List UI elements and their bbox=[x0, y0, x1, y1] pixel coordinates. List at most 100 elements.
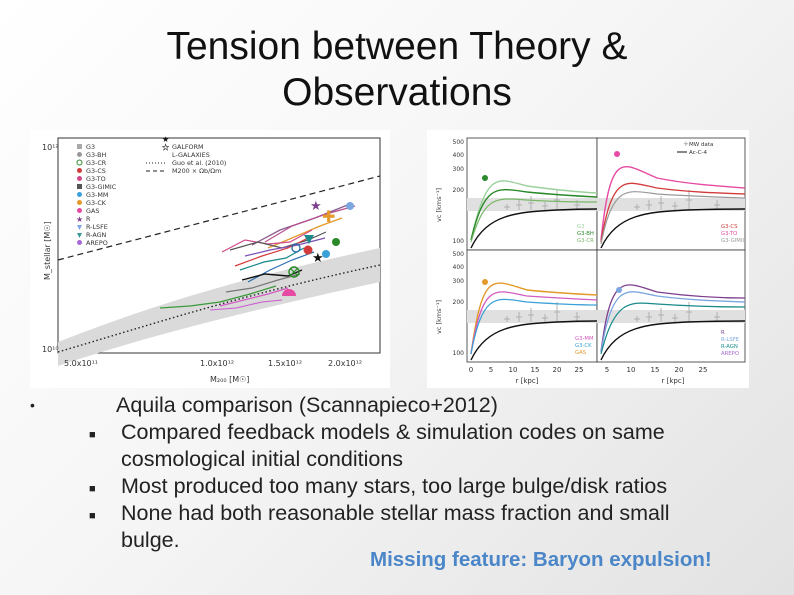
legend-code-6: G3-MM bbox=[86, 191, 108, 199]
abundance-matching-band bbox=[58, 248, 380, 366]
curve-tl-olive bbox=[470, 198, 598, 243]
stellar-mass-halo-mass-plot: ✚ ★ ★ G3 G3-BH G3-CR G3-CS G3-TO G3-GIMI… bbox=[30, 130, 390, 388]
baryon-fraction-line bbox=[57, 175, 381, 261]
curve-tr-grey bbox=[600, 191, 746, 245]
x-axis-label: M₂₀₀ [M☉] bbox=[210, 375, 249, 384]
marker-light-blue bbox=[346, 202, 354, 210]
rotation-curve-plots: + MW data Ac-C-4 G3 G3-BH G3-CR G3-CS G3… bbox=[427, 130, 749, 388]
x-label-left: r [kpc] bbox=[516, 377, 539, 385]
y-ticks-top: 500 400 300 200 100 bbox=[453, 139, 465, 245]
marker-open-blue bbox=[291, 243, 301, 253]
label-br-0: R bbox=[721, 330, 725, 336]
xtick-l-1: 5 bbox=[489, 366, 493, 374]
legend-codes: G3 G3-BH G3-CR G3-CS G3-TO G3-GIMIC G3-M… bbox=[86, 143, 117, 247]
highlight-text: Missing feature: Baryon expulsion! bbox=[370, 548, 712, 571]
slide-title-line-2: Observations bbox=[282, 71, 512, 114]
label-br-1: R-LSFE bbox=[721, 337, 740, 343]
curve-tr-pink bbox=[600, 165, 746, 241]
marker-pink-halfdisk bbox=[282, 289, 296, 296]
curve-br-purple bbox=[600, 284, 746, 353]
curve-bl-pink bbox=[470, 291, 598, 355]
sub-bullet-marker-3: ■ bbox=[89, 510, 96, 522]
ytick-b-0: 500 bbox=[453, 251, 465, 258]
legend-code-9: R bbox=[86, 215, 91, 223]
ytick-t-0: 500 bbox=[453, 139, 465, 146]
x-tick-0: 5.0x10¹¹ bbox=[64, 359, 98, 368]
marker-otimes-cross bbox=[290, 268, 298, 276]
xtick-l-0: 0 bbox=[469, 366, 473, 374]
ytick-t-1: 400 bbox=[453, 152, 465, 159]
curve-br-black bbox=[600, 320, 746, 361]
track-teal bbox=[239, 247, 305, 271]
marker-plus: ✚ bbox=[322, 207, 335, 226]
curve-bl-black bbox=[470, 320, 598, 361]
curve-bl-blue bbox=[470, 298, 598, 355]
legend-mw-data: MW data bbox=[689, 142, 713, 148]
label-bl-0: G3-MM bbox=[575, 336, 594, 342]
y-tick-top: 10¹² bbox=[42, 143, 59, 152]
track-orchid bbox=[209, 299, 283, 311]
label-tr-1: G3-TO bbox=[721, 231, 737, 237]
label-tr-2: G3-GIMIC bbox=[721, 238, 746, 244]
xtick-l-2: 10 bbox=[509, 366, 518, 374]
marker-br bbox=[616, 287, 622, 293]
rotation-curve-svg: + MW data Ac-C-4 G3 G3-BH G3-CR G3-CS G3… bbox=[435, 137, 746, 385]
label-tl-1: G3-BH bbox=[577, 231, 594, 237]
marker-tl bbox=[482, 175, 488, 181]
legend-model-3: M200 × Ωb/Ωm bbox=[172, 167, 221, 175]
curve-bl-orange bbox=[470, 282, 598, 355]
svg-text:★: ★ bbox=[76, 215, 83, 224]
legend-code-11: R-AGN bbox=[86, 231, 107, 239]
stellar-mass-plot-svg: ✚ ★ ★ G3 G3-BH G3-CR G3-CS G3-TO G3-GIMI… bbox=[42, 135, 381, 384]
sub-bullet-3-line-1: None had both reasonable stellar mass fr… bbox=[121, 501, 670, 525]
ytick-b-1: 400 bbox=[453, 264, 465, 271]
xtick-r-5: 25 bbox=[699, 366, 708, 374]
xtick-r-3: 15 bbox=[651, 366, 660, 374]
x-tick-1: 1.0x10¹² bbox=[200, 359, 234, 368]
marker-cyan-circle bbox=[322, 250, 330, 258]
ytick-b-4: 100 bbox=[453, 350, 465, 357]
xtick-l-4: 20 bbox=[553, 366, 562, 374]
panel-labels: G3 G3-BH G3-CR G3-CS G3-TO G3-GIMIC G3-M… bbox=[575, 224, 746, 357]
legend-code-5: G3-GIMIC bbox=[86, 183, 117, 191]
label-br-3: AREPO bbox=[721, 351, 739, 357]
marker-otimes bbox=[288, 266, 300, 278]
sub-bullet-1-line-1: Compared feedback models & simulation co… bbox=[121, 420, 665, 444]
legend-code-0: G3 bbox=[86, 143, 95, 151]
marker-tr bbox=[614, 151, 620, 157]
legend-code-2: G3-CR bbox=[86, 159, 107, 167]
curve-br-teal bbox=[600, 302, 746, 355]
legend-model-2: Guo et al. (2010) bbox=[172, 159, 226, 167]
x-ticks-left: 0 5 10 15 20 25 bbox=[469, 366, 584, 374]
curve-tr-black bbox=[600, 208, 746, 249]
x-tick-2: 1.5x10¹² bbox=[268, 359, 302, 368]
y-label-top: vc [kms⁻¹] bbox=[435, 188, 443, 222]
xtick-l-5: 25 bbox=[575, 366, 584, 374]
sub-bullet-2: Most produced too many stars, too large … bbox=[121, 474, 668, 498]
curve-tr-red bbox=[600, 182, 746, 243]
sub-bullet-marker-1: ■ bbox=[89, 429, 96, 441]
panels-frame bbox=[466, 137, 746, 363]
label-tr-0: G3-CS bbox=[721, 224, 738, 230]
guo-2010-relation bbox=[57, 264, 381, 353]
x-tick-3: 2.0x10¹² bbox=[328, 359, 362, 368]
legend-code-3: G3-CS bbox=[86, 167, 106, 175]
curve-tl-green bbox=[470, 188, 598, 241]
xtick-l-3: 15 bbox=[531, 366, 540, 374]
xtick-r-4: 20 bbox=[675, 366, 684, 374]
track-plum bbox=[264, 205, 356, 243]
label-br-2: R-AGN bbox=[721, 344, 738, 350]
legend-code-symbols: ★ bbox=[76, 144, 83, 245]
legend-code-1: G3-BH bbox=[86, 151, 106, 159]
legend-code-4: G3-TO bbox=[86, 175, 106, 183]
ytick-t-4: 100 bbox=[453, 238, 465, 245]
slide-title: Tension between Theory & Observations bbox=[60, 24, 734, 116]
legend-code-8: GAS bbox=[86, 207, 99, 215]
legend-models: ★ GALFORM ★ L-GALAXIES Guo et al. (2010)… bbox=[146, 135, 226, 175]
svg-text:+: + bbox=[683, 140, 689, 148]
marker-green-circle bbox=[332, 238, 340, 246]
ytick-b-2: 300 bbox=[453, 278, 465, 285]
track-violet bbox=[244, 237, 326, 257]
sub-bullet-marker-2: ■ bbox=[89, 483, 96, 495]
label-tl-0: G3 bbox=[577, 224, 584, 230]
